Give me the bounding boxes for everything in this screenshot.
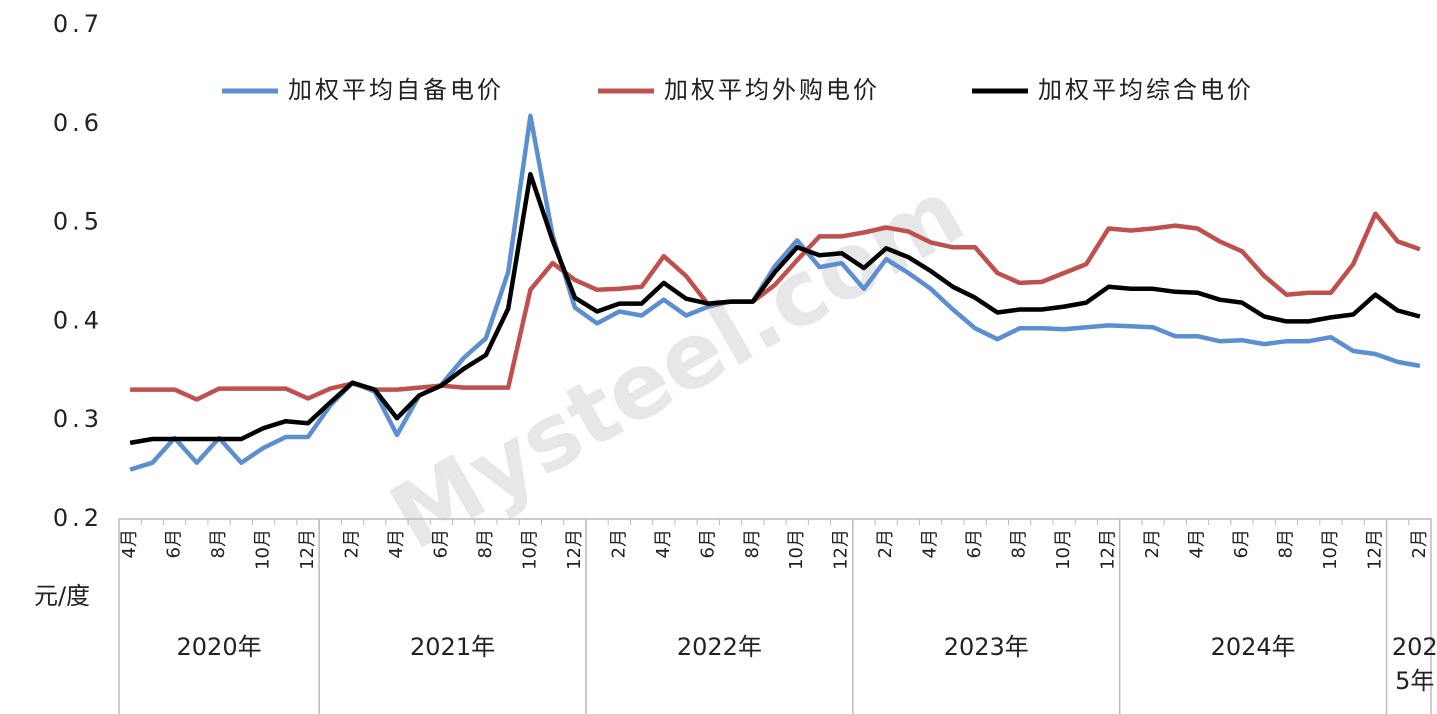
x-tick-label: 6月 <box>164 529 185 558</box>
x-tick-label: 12月 <box>1364 529 1385 570</box>
x-tick-label: 12月 <box>564 529 585 570</box>
x-tick-label: 6月 <box>697 529 718 558</box>
x-tick-label: 6月 <box>430 529 451 558</box>
x-tick-label: 8月 <box>1275 529 1296 558</box>
legend-label: 加权平均综合电价 <box>1038 76 1254 104</box>
group-label: 2023年 <box>944 633 1029 661</box>
y-tick-label: 0.2 <box>53 504 103 532</box>
y-unit-label: 元/度 <box>34 582 90 610</box>
x-tick-label: 2月 <box>875 529 896 558</box>
x-tick-label: 6月 <box>964 529 985 558</box>
x-tick-label: 2月 <box>608 529 629 558</box>
x-tick-label: 4月 <box>1187 529 1208 558</box>
series-line <box>130 211 1421 402</box>
group-label: 202 5年 <box>1392 633 1437 695</box>
y-tick-label: 0.6 <box>53 109 103 137</box>
y-tick-label: 0.5 <box>53 208 103 236</box>
x-tick-label: 8月 <box>475 529 496 558</box>
x-tick-label: 12月 <box>1098 529 1119 570</box>
watermark: Mysteel.com <box>373 159 981 570</box>
x-tick-label: 10月 <box>1320 529 1341 570</box>
group-label: 2020年 <box>177 633 262 661</box>
x-tick-label: 4月 <box>920 529 941 558</box>
x-tick-label: 4月 <box>386 529 407 558</box>
series-line <box>129 171 1421 446</box>
y-tick-label: 0.7 <box>53 10 103 38</box>
legend-label: 加权平均自备电价 <box>288 76 504 104</box>
x-tick-label: 4月 <box>653 529 674 558</box>
x-tick-label: 12月 <box>831 529 852 570</box>
x-tick-label: 10月 <box>253 529 274 570</box>
x-tick-label: 10月 <box>786 529 807 570</box>
x-tick-label: 2月 <box>1409 529 1430 558</box>
x-tick-label: 6月 <box>1231 529 1252 558</box>
group-label: 2024年 <box>1211 633 1296 661</box>
group-label: 2022年 <box>677 633 762 661</box>
group-label: 2021年 <box>410 633 495 661</box>
x-tick-label: 8月 <box>742 529 763 558</box>
legend-label: 加权平均外购电价 <box>664 76 880 104</box>
x-tick-label: 8月 <box>1009 529 1030 558</box>
x-tick-label: 10月 <box>1053 529 1074 570</box>
x-tick-label: 8月 <box>208 529 229 558</box>
x-tick-label: 12月 <box>297 529 318 570</box>
y-tick-label: 0.4 <box>53 306 103 334</box>
x-tick-label: 2月 <box>1142 529 1163 558</box>
x-tick-label: 4月 <box>119 529 140 558</box>
x-tick-label: 10月 <box>519 529 540 570</box>
x-tick-label: 2月 <box>341 529 362 558</box>
y-tick-label: 0.3 <box>53 405 103 433</box>
